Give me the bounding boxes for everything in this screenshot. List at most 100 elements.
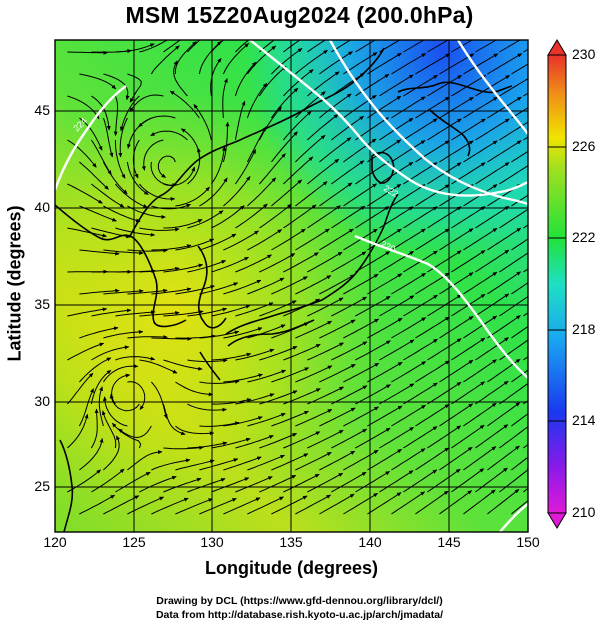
streamline — [343, 183, 378, 207]
streamline — [211, 437, 251, 449]
streamline — [439, 359, 474, 383]
streamline — [403, 469, 438, 493]
streamline — [103, 289, 144, 295]
streamline — [439, 140, 474, 163]
streamline — [499, 423, 528, 449]
streamline — [151, 497, 189, 515]
streamline — [163, 310, 204, 317]
streamline — [103, 249, 144, 255]
streamline — [222, 121, 230, 163]
streamline — [109, 393, 140, 412]
streamline — [235, 40, 250, 53]
streamline — [379, 40, 401, 53]
x-tick-135: 135 — [279, 534, 303, 550]
streamline — [283, 252, 319, 273]
streamline — [211, 477, 250, 493]
streamline — [427, 206, 462, 229]
streamline — [199, 330, 240, 339]
streamline — [511, 150, 528, 163]
streamline — [211, 352, 252, 361]
streamline — [187, 147, 201, 185]
x-tick-120: 120 — [43, 534, 67, 550]
streamline — [367, 361, 403, 383]
streamline — [151, 458, 191, 471]
streamline — [319, 93, 352, 119]
y-tick-25: 25 — [34, 478, 50, 494]
streamline — [163, 359, 203, 371]
streamline — [415, 184, 450, 207]
streamline — [103, 495, 140, 515]
streamline — [355, 40, 377, 53]
streamline — [139, 266, 180, 273]
streamline — [319, 51, 353, 75]
streamline — [115, 310, 156, 317]
streamline — [379, 117, 414, 141]
streamline — [271, 495, 308, 515]
streamline — [271, 367, 310, 383]
x-tick-130: 130 — [200, 534, 224, 550]
streamline — [343, 492, 379, 515]
streamline — [487, 140, 522, 163]
streamline — [355, 384, 391, 405]
streamline — [118, 117, 128, 158]
streamline — [235, 435, 274, 449]
streamline — [343, 273, 379, 295]
streamline — [247, 413, 286, 427]
colorbar — [547, 39, 567, 529]
y-tick-30: 30 — [34, 393, 50, 409]
streamline — [90, 408, 99, 449]
streamline — [283, 343, 321, 361]
streamline — [463, 446, 497, 471]
streamline — [246, 126, 267, 163]
streamline — [343, 138, 377, 163]
streamline — [259, 153, 286, 185]
streamline — [79, 249, 120, 256]
x-tick-145: 145 — [437, 534, 461, 550]
streamline — [283, 156, 314, 185]
streamline — [234, 149, 257, 185]
streamline — [259, 474, 297, 493]
streamline — [115, 43, 155, 53]
streamline — [270, 87, 299, 119]
streamline — [283, 204, 317, 229]
streamline — [163, 166, 196, 187]
streamline — [487, 227, 522, 251]
streamline — [67, 95, 100, 120]
streamline — [319, 137, 352, 163]
streamline — [415, 53, 451, 75]
streamline — [175, 425, 215, 436]
streamline — [211, 304, 251, 317]
streamline — [451, 118, 486, 141]
streamline — [141, 139, 164, 171]
streamline — [331, 160, 365, 185]
streamline — [331, 385, 368, 405]
streamline — [403, 118, 438, 141]
streamline — [427, 468, 461, 493]
streamline — [307, 297, 344, 317]
streamline — [247, 277, 285, 295]
x-tick-140: 140 — [358, 534, 382, 550]
streamline — [247, 177, 277, 207]
streamline — [307, 342, 344, 361]
streamline — [199, 498, 237, 515]
y-tick-40: 40 — [34, 199, 50, 215]
streamline — [403, 294, 438, 317]
streamline — [499, 252, 528, 273]
streamline — [139, 40, 169, 53]
streamline — [403, 338, 438, 361]
streamline — [222, 43, 249, 75]
streamline — [475, 249, 510, 273]
streamline — [355, 295, 391, 317]
streamline — [475, 74, 511, 97]
streamline — [271, 228, 306, 251]
streamline — [331, 251, 367, 273]
streamline — [475, 118, 510, 141]
streamline — [415, 228, 450, 251]
streamline — [79, 326, 119, 339]
streamline — [463, 53, 499, 75]
streamline — [439, 96, 474, 119]
streamline — [175, 459, 215, 471]
streamline — [307, 472, 344, 493]
colorbar-tick-218: 218 — [572, 321, 596, 337]
